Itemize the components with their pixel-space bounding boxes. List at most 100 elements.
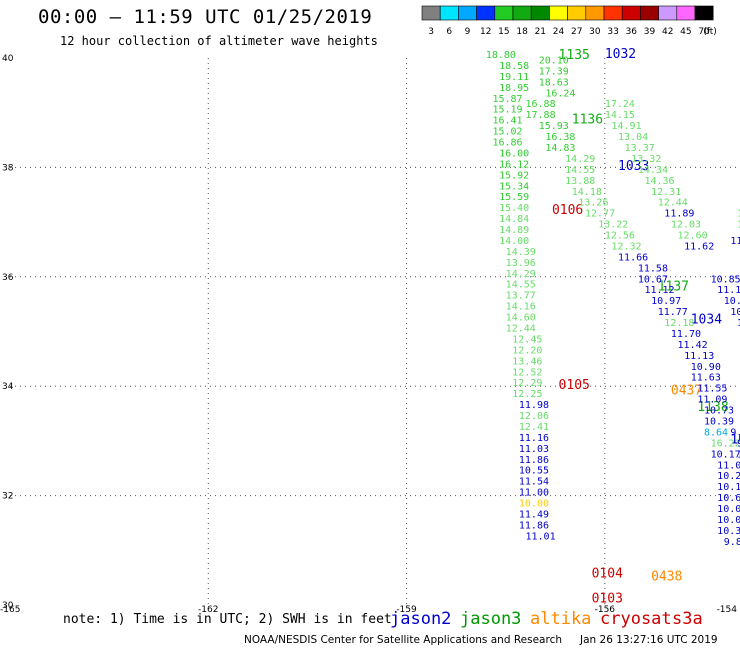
scale-label: 30 (589, 27, 601, 37)
wave-height-label: 10.55 (519, 466, 549, 477)
wave-height-label: 12.56 (605, 231, 635, 242)
wave-height-label: 12.03 (671, 220, 701, 231)
wave-height-label: 16.22 (711, 438, 740, 449)
wave-height-label: 11.01 (526, 531, 556, 542)
wave-height-label: 14.55 (565, 165, 595, 176)
footnote: note: 1) Time is in UTC; 2) SWH is in fe… (63, 612, 392, 627)
pass-time-label: 1136 (572, 113, 603, 128)
wave-height-label: 16.00 (499, 148, 529, 159)
wave-height-label: 11.00 (519, 488, 549, 499)
wave-height-label: 19.11 (499, 72, 529, 83)
wave-height-label: 16.41 (492, 116, 522, 127)
wave-height-label: 12.20 (512, 345, 542, 356)
wave-height-label: 13.37 (625, 143, 655, 154)
wave-height-label: 11.42 (678, 340, 708, 351)
wave-height-label: 12.31 (651, 187, 681, 198)
pass-time-label: 0105 (559, 378, 590, 393)
wave-height-label: 14.55 (506, 280, 536, 291)
wave-height-label: 11.63 (691, 373, 721, 384)
credit-line: NOAA/NESDIS Center for Satellite Applica… (244, 634, 562, 646)
wave-height-label: 13.46 (512, 356, 542, 367)
wave-height-label: 10.73 (704, 406, 734, 417)
scale-swatch (694, 5, 714, 21)
wave-height-label: 11.66 (618, 252, 648, 263)
wave-height-label: 17.24 (605, 99, 635, 110)
wave-height-label: 11.86 (519, 455, 549, 466)
wave-height-label: 12.18 (664, 318, 694, 329)
wave-height-label: 14.89 (499, 225, 529, 236)
pass-time-label: 0106 (552, 203, 583, 218)
wave-height-label: 14.18 (572, 187, 602, 198)
satellite-s3a: s3a (672, 609, 703, 629)
pass-time-label: 1032 (605, 47, 636, 62)
wave-height-label: 10.90 (691, 362, 721, 373)
scale-label: 42 (662, 27, 673, 37)
wave-height-label: 11.16 (519, 433, 549, 444)
wave-height-label: 18.58 (499, 61, 529, 72)
satellite-cryosat: cryosat (600, 609, 672, 629)
wave-height-label: 12.29 (512, 378, 542, 389)
wave-height-label: 14.16 (506, 302, 536, 313)
x-tick-label: -156 (595, 605, 616, 615)
wave-height-label: 11.77 (658, 307, 688, 318)
wave-height-label: 12.06 (519, 411, 549, 422)
wave-height-label: 11.20 (737, 318, 740, 329)
wave-height-label: 12.60 (678, 231, 708, 242)
wave-height-label: 10.44 (737, 449, 740, 460)
wave-height-label: 8.64 (704, 427, 728, 438)
scale-label: 9 (465, 27, 471, 37)
wave-height-label: 10.00 (519, 499, 549, 510)
scale-label: 12 (480, 27, 491, 37)
wave-height-label: 13.22 (598, 220, 628, 231)
pass-time-label: 1135 (559, 48, 590, 63)
y-tick-label: 38 (2, 163, 14, 173)
wave-height-label: 13.77 (506, 291, 536, 302)
scale-label: 33 (607, 27, 618, 37)
wave-height-label: 11.62 (684, 241, 714, 252)
wave-height-label: 15.40 (499, 203, 529, 214)
pass-time-label: 0103 (592, 591, 623, 606)
wave-height-label: 11.49 (519, 509, 549, 520)
wave-height-label: 10.08 (717, 515, 740, 526)
x-tick-label: -154 (717, 605, 738, 615)
chart-subtitle: 12 hour collection of altimeter wave hei… (60, 34, 378, 48)
color-scale-legend: 3 6 9 12 15 18 21 24 27 30 33 36 39 42 45 70(ft) (421, 5, 717, 37)
pass-time-label: 1035 (730, 433, 740, 448)
wave-height-label: 10.61 (717, 493, 740, 504)
pass-time-label: 1138 (697, 400, 728, 415)
wave-height-label: 10.91 (724, 296, 740, 307)
x-tick-label: -162 (198, 605, 218, 615)
wave-height-label: 10.09 (730, 307, 740, 318)
scale-label: 45 (680, 27, 691, 37)
wave-height-label: 17.39 (539, 66, 569, 77)
wave-height-label: 20.10 (539, 55, 569, 66)
wave-height-label: 11.55 (697, 384, 727, 395)
wave-height-label: 12.52 (512, 367, 542, 378)
wave-height-label: 17.88 (526, 110, 556, 121)
wave-height-label: 13.26 (578, 198, 608, 209)
scale-unit: (ft) (703, 27, 717, 37)
wave-height-label: 16.24 (545, 88, 575, 99)
wave-height-label: 11.70 (671, 329, 701, 340)
wave-height-label: 11.13 (717, 285, 740, 296)
scale-label: 3 (428, 27, 434, 37)
wave-height-label: 16.86 (492, 138, 522, 149)
wave-height-label: 9.95 (737, 438, 740, 449)
wave-height-label: 11.86 (519, 520, 549, 531)
wave-height-label: 14.15 (605, 110, 635, 121)
wave-height-label: 12.44 (506, 324, 536, 335)
scale-label: 36 (626, 27, 638, 37)
wave-height-label: 11.03 (519, 444, 549, 455)
scale-label: 70 (698, 27, 710, 37)
wave-height-label: 14.19 (737, 220, 740, 231)
wave-height-label: 14.91 (611, 121, 641, 132)
pass-time-label: 1033 (618, 159, 649, 174)
wave-height-label: 11.89 (664, 209, 694, 220)
wave-height-label: 14.29 (506, 269, 536, 280)
x-tick-label: -165 (0, 605, 20, 615)
wave-height-label: 11.54 (519, 477, 549, 488)
scale-label: 15 (498, 27, 509, 37)
satellite-jason2: jason2 (390, 609, 452, 629)
satellite-altika: altika (530, 609, 592, 629)
